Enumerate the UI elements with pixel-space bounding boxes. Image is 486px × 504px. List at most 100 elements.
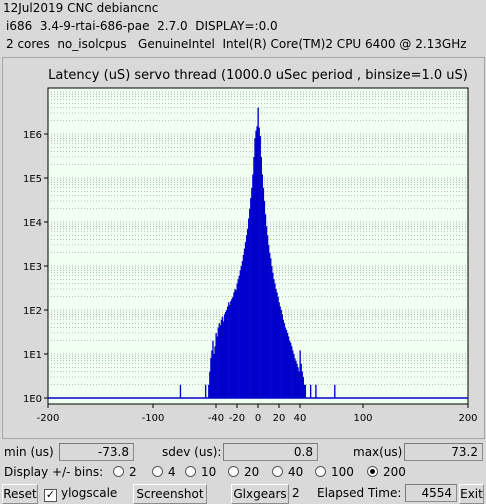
screenshot-button[interactable]: Screenshot [133, 484, 207, 504]
histogram-bar [262, 187, 265, 398]
glxgears-button[interactable]: Glxgears [231, 484, 289, 504]
histogram-svg: Latency (uS) servo thread (1000.0 uSec p… [23, 68, 478, 424]
histogram-bar [228, 302, 230, 398]
histogram-bar [277, 296, 279, 398]
histogram-bar [276, 292, 278, 398]
histogram-bar [304, 384, 307, 398]
histogram-bar [296, 363, 298, 398]
y-tick-label: 1E5 [23, 174, 42, 185]
histogram-bar [220, 319, 223, 398]
histogram-bar [295, 360, 297, 398]
bins-radio-4[interactable]: 4 [152, 465, 176, 479]
histogram-bar [231, 298, 233, 398]
histogram-bar [282, 319, 285, 398]
x-tick-label: 100 [353, 413, 372, 424]
y-tick-label: 1E0 [23, 394, 42, 405]
histogram-bar [275, 289, 277, 398]
histogram-bar [242, 254, 245, 398]
header-kernel-info: i686 3.4-9-rtai-686-pae 2.7.0 DISPLAY=:0… [6, 19, 278, 33]
histogram-bar [292, 350, 294, 398]
histogram-bar [244, 242, 247, 398]
histogram-bar [213, 354, 215, 398]
x-tick-label: -20 [229, 413, 245, 424]
x-tick-label: -40 [208, 413, 224, 424]
histogram-bar [300, 363, 302, 398]
histogram-bar [288, 340, 291, 398]
y-tick-label: 1E6 [23, 130, 42, 141]
radio-dot [152, 466, 163, 477]
histogram-bar [284, 327, 287, 398]
histogram-bar [246, 228, 249, 398]
histogram-bar [227, 306, 229, 398]
histogram-bar [315, 384, 317, 398]
histogram-bar [215, 333, 217, 398]
bins-radio-2[interactable]: 2 [113, 465, 137, 479]
ylogscale-checkbox[interactable]: ✓ ylogscale [44, 486, 117, 502]
bins-radio-20[interactable]: 20 [228, 465, 259, 479]
histogram-bar [280, 310, 282, 398]
footer-row: Reset ✓ ylogscale Screenshot Glxgears 2 E… [0, 484, 486, 504]
max-value: 73.2 [404, 443, 483, 461]
histogram-bar [278, 302, 280, 398]
header-cpu-info: 2 cores no_isolcpus GenuineIntel Intel(R… [6, 37, 467, 51]
histogram-bar [251, 187, 253, 398]
histogram-bar [256, 126, 258, 398]
x-tick-label: 40 [294, 413, 307, 424]
histogram-bar [252, 174, 254, 398]
histogram-bar [264, 214, 267, 398]
histogram-bar [309, 384, 312, 398]
exit-button[interactable]: Exit [459, 484, 484, 504]
histogram-bar [297, 367, 299, 398]
bins-radio-200[interactable]: 200 [367, 465, 406, 479]
elapsed-time-value: 4554 [405, 484, 457, 502]
reset-button[interactable]: Reset [2, 484, 38, 504]
header-date-host: 12Jul2019 CNC debiancnc [3, 1, 159, 15]
histogram-bar [302, 377, 304, 398]
checkbox-check-icon: ✓ [44, 488, 57, 502]
ylogscale-label: ylogscale [61, 486, 118, 500]
bins-row: Display +/- bins: 2 4 10 20 40 100 200 [0, 463, 486, 483]
histogram-bar [179, 384, 182, 398]
histogram-bar [250, 198, 252, 398]
sdev-label: sdev (us): [162, 445, 222, 459]
histogram-bar [253, 157, 255, 398]
histogram-bar [214, 346, 216, 398]
histogram-bar [209, 371, 211, 398]
histogram-bar [229, 304, 231, 398]
histogram-bar [266, 235, 269, 398]
x-tick-label: 0 [255, 413, 261, 424]
bins-radio-10[interactable]: 10 [185, 465, 216, 479]
histogram-bar [285, 330, 288, 398]
histogram-bar [212, 340, 214, 398]
histogram-bar [273, 279, 275, 398]
histogram-bar [279, 306, 281, 398]
histogram-bar [301, 371, 303, 398]
histogram-bar [221, 316, 224, 398]
histogram-bar [261, 174, 264, 398]
stats-row: min (us) -73.8 sdev (us): 0.8 max(us) 73… [0, 443, 486, 463]
sdev-value: 0.8 [223, 443, 318, 461]
y-tick-label: 1E4 [23, 218, 42, 229]
min-value: -73.8 [59, 443, 134, 461]
histogram-bar [283, 323, 286, 398]
radio-dot [228, 466, 239, 477]
histogram-bar [237, 279, 239, 398]
histogram-bar [286, 333, 289, 398]
bins-radio-100[interactable]: 100 [315, 465, 354, 479]
histogram-bar [245, 235, 248, 398]
histogram-bar [235, 290, 237, 398]
x-tick-label: -100 [142, 413, 165, 424]
radio-dot [113, 466, 124, 477]
histogram-bar [259, 136, 261, 398]
histogram-bar [281, 314, 283, 398]
histogram-bar [234, 289, 236, 398]
histogram-bar [267, 245, 270, 398]
histogram-bar [254, 138, 256, 398]
bins-radio-40[interactable]: 40 [272, 465, 303, 479]
histogram-bar [290, 342, 292, 398]
histogram-bar [211, 350, 213, 398]
histogram-bar [294, 358, 296, 398]
histogram-bar [224, 312, 227, 398]
histogram-bar [257, 107, 259, 398]
glxgears-count: 2 [292, 486, 300, 500]
